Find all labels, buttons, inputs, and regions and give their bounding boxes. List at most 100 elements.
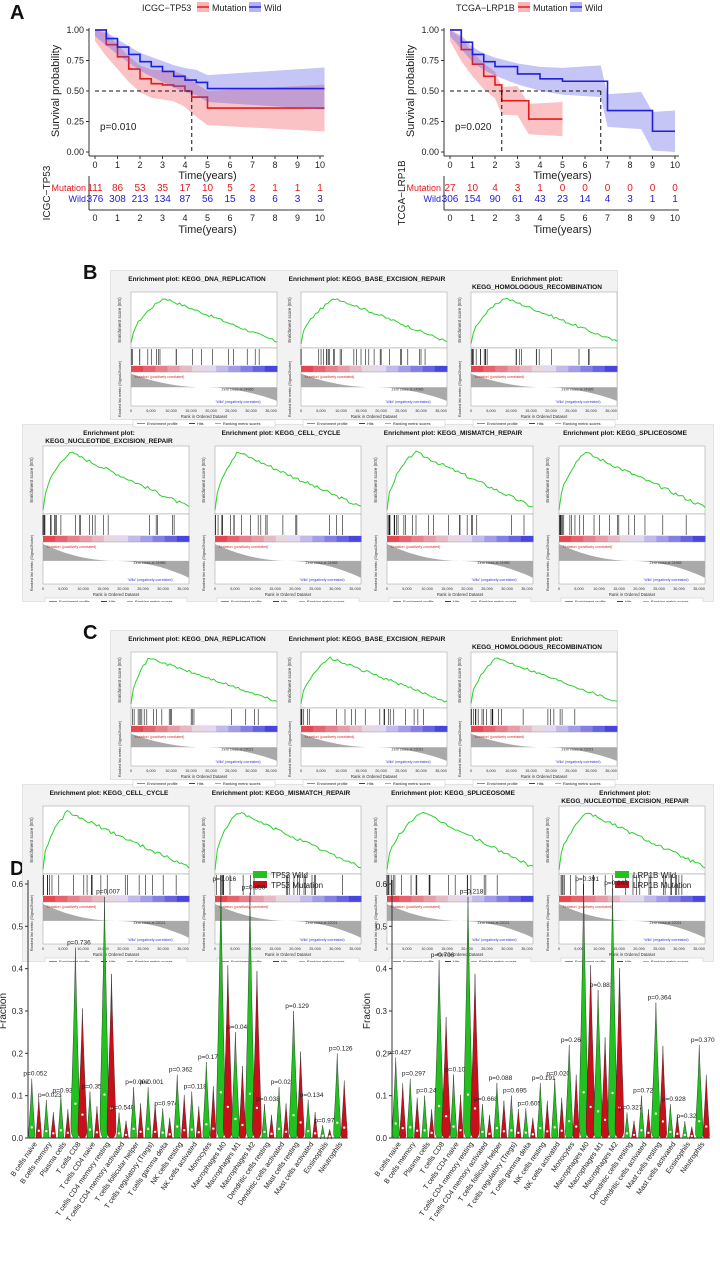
km-plot-2: 0.00 0.25 0.50 0.75 1.00 0 1 2 3 4 5 6 7 8 9 10 Time(yea… [405,2,680,182]
violin-wild [695,1044,704,1139]
gsea-rank-gradient-segment [495,726,508,732]
violin-wild [188,1091,195,1139]
violin-wild [406,1078,414,1139]
gsea-pos-label: 'Mutation' (positively correlated) [562,905,612,909]
violin-median-dot [263,1130,266,1134]
gsea-x-tick-label: 10,000 [335,409,347,413]
violin-mutation [572,1074,580,1139]
gsea-zero-cross: Zero cross at 22021 [222,747,254,751]
violin-wild [450,1074,457,1139]
gsea-x-label: Rank in Ordered Dataset [609,952,656,957]
risk-wild-count: 134 [154,194,171,205]
gsea-rank-gradient-segment [143,366,156,372]
gsea-rank-gradient-segment [140,896,153,902]
gsea-rank-gradient-segment [216,366,229,372]
gsea-x-tick-label: 15,000 [441,587,453,591]
violin-p-value: p=0.126 [329,1045,353,1052]
risk-x-label: Time(years) [178,224,236,236]
violin-mutation [631,1120,637,1139]
violin-median-dot [632,1133,636,1137]
gsea-rank-gradient-segment [495,366,508,372]
gsea-rank-metric-area [131,733,277,761]
gsea-es-frame [300,291,448,349]
violin-median-dot [124,1133,128,1137]
violin-p-value: p=0.736 [67,940,91,947]
violin-wild [144,1087,152,1139]
gsea-enrichment-curve [214,451,362,511]
gsea-x-label: Rank in Ordered Dataset [93,952,140,957]
gsea-x-tick-label: 25,000 [225,769,237,773]
gsea-rank-gradient-segment [595,536,609,542]
gsea-x-tick-label: 30,000 [673,587,685,591]
violin-p-value: p=0.174 [198,1054,222,1061]
risk-mutation-count: 53 [134,183,146,194]
violin-p-value: p=0.016 [213,876,237,883]
gsea-x-tick-label: 0 [558,587,560,591]
violin-median-dot [132,1127,135,1131]
risk-row-label-wild: Wild [69,194,87,204]
risk-wild-count: 3 [627,194,633,205]
km-y-tick-label: 1.00 [421,25,439,35]
gsea-x-tick-label: 5,000 [574,587,584,591]
km-legend-wild-label: Wild [264,3,282,13]
violin-y-tick-label: 0.3 [12,1007,24,1016]
gsea-rank-gradient-segment [239,536,252,542]
violin-wild [116,1112,122,1139]
gsea-x-tick-label: 15,000 [355,769,367,773]
violin-median-dot [481,1130,484,1134]
violin-wild [463,896,473,1139]
gsea-rank-gradient-segment [423,896,437,902]
gsea-x-tick-label: 10,000 [421,947,433,951]
violin-mutation [223,965,233,1139]
gsea-pos-label: 'Mutation' (positively correlated) [134,375,184,379]
gsea-title: Enrichment plot: KEGG_SPLICEOSOME [391,790,516,797]
gsea-x-tick-label: 30,000 [501,947,513,951]
gsea-enrichment-curve [130,298,278,343]
gsea-rank-gradient-segment [312,536,325,542]
gsea-rank-gradient-segment [460,896,473,902]
violin-wild [607,888,618,1139]
gsea-x-tick-label: 15,000 [185,769,197,773]
gsea-title: Enrichment plot: KEGG_BASE_EXCISION_REPA… [289,276,446,283]
gsea-legend-rank: Ranking metric scores [393,422,431,426]
violin-p-value: p=0.028 [271,1079,295,1086]
gsea-rank-gradient-segment [411,896,424,902]
km-p-value: p=0.010 [100,122,137,133]
gsea-title: Enrichment plot: KEGG_BASE_EXCISION_REPA… [289,636,446,643]
km-x-tick-label: 5 [560,160,565,170]
gsea-rank-gradient-segment [423,536,437,542]
gsea-rank-gradient-segment [349,366,363,372]
violin-wild [421,1095,428,1139]
gsea-rank-gradient-segment [191,366,205,372]
violin-p-value: p=0.328 [676,1113,700,1120]
violin-p-value: p=0.605 [517,1100,541,1107]
gsea-es-label: Enrichment score (ES) [29,457,34,503]
gsea-x-label: Rank in Ordered Dataset [521,774,568,779]
gsea-rank-label: Ranked list metric (Signal2Noise) [202,894,206,951]
gsea-rank-gradient-segment [128,896,141,902]
violin-median-dot [531,1133,535,1136]
gsea-rank-gradient-segment [571,896,584,902]
gsea-x-tick-label: 10,000 [593,947,605,951]
violin-wild [479,1104,486,1139]
gsea-x-label: Rank in Ordered Dataset [181,774,228,779]
gsea-x-tick-label: 15,000 [269,947,281,951]
violin-mutation [515,1109,522,1139]
violin-legend-wild: LRP1B Wild [633,871,676,880]
gsea-rank-gradient-segment [374,726,387,732]
gsea-x-tick-label: 0 [42,947,44,951]
gsea-rank-gradient-segment [507,726,521,732]
gsea-rank-gradient-segment [348,896,362,902]
gsea-rank-gradient-segment [435,536,449,542]
risk-mutation-count: 1 [295,183,301,194]
gsea-es-frame [42,805,190,875]
gsea-x-label: Rank in Ordered Dataset [521,414,568,419]
violin-median-dot [524,1131,528,1134]
gsea-rank-gradient-segment [520,896,534,902]
gsea-x-tick-label: 5,000 [486,409,496,413]
violin-mutation [501,1100,507,1139]
risk-mutation-count: 0 [627,183,633,194]
violin-median-dot [176,1125,179,1128]
gsea-plot: Enrichment plot:KEGG_HOMOLOGOUS_RECOMBIN… [457,636,618,788]
gsea-title: Enrichment plot: [511,276,563,283]
